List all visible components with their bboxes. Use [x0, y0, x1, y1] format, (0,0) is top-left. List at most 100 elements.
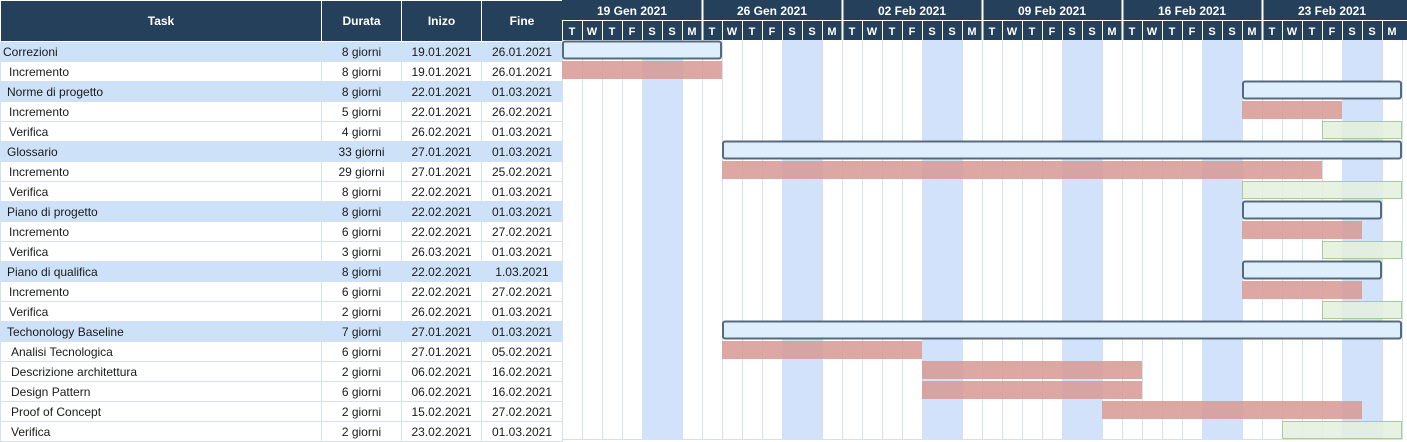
column-header-inizio[interactable]: Inizo: [401, 0, 482, 42]
day-letter: W: [1147, 26, 1158, 38]
task-name-cell: Proof of Concept: [0, 401, 322, 422]
day-letter: S: [808, 26, 815, 38]
task-group-row[interactable]: Correzioni 8 giorni 19.01.2021 26.01.2021: [0, 41, 563, 62]
task-inizio-cell: 23.02.2021: [401, 421, 482, 442]
day-letter: W: [587, 26, 598, 38]
task-group-row[interactable]: Piano di qualifica 8 giorni 22.02.2021 1.03…: [0, 261, 563, 282]
task-row[interactable]: Descrizione architettura 2 giorni 06.02.20…: [0, 361, 563, 382]
task-inizio-cell: 22.02.2021: [401, 221, 482, 242]
day-letter: F: [629, 26, 636, 38]
summary-bar: [1242, 200, 1382, 220]
task-fine-cell: 27.02.2021: [481, 401, 563, 422]
day-letter: S: [1348, 26, 1355, 38]
task-inizio-cell: 22.02.2021: [401, 181, 482, 202]
task-inizio-cell: 19.01.2021: [401, 61, 482, 82]
week-label: 16 Feb 2021: [1158, 4, 1226, 18]
week-label: 26 Gen 2021: [737, 4, 807, 18]
task-row[interactable]: Design Pattern 6 giorni 06.02.2021 16.02.20…: [0, 381, 563, 402]
day-letter: S: [648, 26, 655, 38]
task-group-row[interactable]: Glossario 33 giorni 27.01.2021 01.03.2021: [0, 141, 563, 162]
task-row[interactable]: Incremento 29 giorni 27.01.2021 25.02.2021: [0, 161, 563, 182]
task-fine-cell: 01.03.2021: [481, 181, 563, 202]
task-row[interactable]: Verifica 2 giorni 23.02.2021 01.03.2021: [0, 421, 563, 442]
task-group-row[interactable]: Piano di progetto 8 giorni 22.02.2021 01.03…: [0, 201, 563, 222]
task-name-cell: Correzioni: [0, 41, 322, 62]
task-table: Task Durata Inizo Fine Correzioni 8 giorn…: [0, 0, 563, 442]
task-group-row[interactable]: Techonology Baseline 7 giorni 27.01.2021 01…: [0, 321, 563, 342]
task-fine-cell: 01.03.2021: [481, 201, 563, 222]
task-durata-cell: 6 giorni: [321, 381, 402, 402]
task-name-cell: Norme di progetto: [0, 81, 322, 102]
task-name-cell: Incremento: [0, 61, 322, 82]
day-letter: T: [989, 26, 996, 38]
task-fine-cell: 05.02.2021: [481, 341, 563, 362]
day-letter: M: [687, 26, 696, 38]
task-row[interactable]: Verifica 3 giorni 26.03.2021 01.03.2021: [0, 241, 563, 262]
task-inizio-cell: 22.02.2021: [401, 201, 482, 222]
task-inizio-cell: 22.01.2021: [401, 81, 482, 102]
task-row[interactable]: Verifica 2 giorni 26.02.2021 01.03.2021: [0, 301, 563, 322]
task-row[interactable]: Verifica 4 giorni 26.02.2021 01.03.2021: [0, 121, 563, 142]
column-header-durata[interactable]: Durata: [321, 0, 402, 42]
weekend-column: [1342, 40, 1362, 440]
day-letter: T: [1129, 26, 1136, 38]
task-durata-cell: 29 giorni: [321, 161, 402, 182]
task-fine-cell: 01.03.2021: [481, 421, 563, 442]
column-header-task[interactable]: Task: [0, 0, 322, 42]
column-header-fine[interactable]: Fine: [481, 0, 563, 42]
task-group-row[interactable]: Norme di progetto 8 giorni 22.01.2021 01.03…: [0, 81, 563, 102]
summary-bar: [1242, 80, 1402, 100]
task-name-cell: Design Pattern: [0, 381, 322, 402]
task-fine-cell: 01.03.2021: [481, 321, 563, 342]
day-letter: T: [849, 26, 856, 38]
task-name-cell: Incremento: [0, 101, 322, 122]
week-label: 02 Feb 2021: [878, 4, 946, 18]
task-row[interactable]: Incremento 6 giorni 22.02.2021 27.02.2021: [0, 221, 563, 242]
summary-bar: [722, 140, 1402, 160]
day-letter: T: [1309, 26, 1316, 38]
task-durata-cell: 3 giorni: [321, 241, 402, 262]
week-label: 09 Feb 2021: [1018, 4, 1086, 18]
work-bar: [1102, 401, 1362, 419]
task-durata-cell: 6 giorni: [321, 341, 402, 362]
day-letter: W: [1287, 26, 1298, 38]
task-durata-cell: 6 giorni: [321, 281, 402, 302]
work-bar: [1242, 101, 1342, 119]
day-letter: S: [1228, 26, 1235, 38]
task-name-cell: Incremento: [0, 221, 322, 242]
task-table-header: Task Durata Inizo Fine: [0, 0, 563, 42]
day-letter: T: [609, 26, 616, 38]
task-fine-cell: 01.03.2021: [481, 301, 563, 322]
weekend-column: [1362, 40, 1382, 440]
task-row[interactable]: Incremento 5 giorni 22.01.2021 26.02.2021: [0, 101, 563, 122]
day-letter: T: [569, 26, 576, 38]
day-letter: W: [867, 26, 878, 38]
task-row[interactable]: Analisi Tecnologica 6 giorni 27.01.2021 05.…: [0, 341, 563, 362]
work-bar: [922, 361, 1142, 379]
day-letter: T: [749, 26, 756, 38]
weekend-column: [1062, 40, 1082, 440]
task-durata-cell: 2 giorni: [321, 301, 402, 322]
task-fine-cell: 25.02.2021: [481, 161, 563, 182]
task-inizio-cell: 19.01.2021: [401, 41, 482, 62]
task-durata-cell: 7 giorni: [321, 321, 402, 342]
task-inizio-cell: 22.01.2021: [401, 101, 482, 122]
task-durata-cell: 8 giorni: [321, 81, 402, 102]
task-row[interactable]: Incremento 8 giorni 19.01.2021 26.01.2021: [0, 61, 563, 82]
weekend-column: [782, 40, 802, 440]
task-name-cell: Glossario: [0, 141, 322, 162]
day-letter: T: [1169, 26, 1176, 38]
task-row[interactable]: Verifica 8 giorni 22.02.2021 01.03.2021: [0, 181, 563, 202]
summary-bar: [1242, 260, 1382, 280]
weekend-column: [1082, 40, 1102, 440]
weekend-column: [1222, 40, 1242, 440]
verify-bar: [1322, 301, 1402, 319]
task-inizio-cell: 26.02.2021: [401, 121, 482, 142]
task-row[interactable]: Proof of Concept 2 giorni 15.02.2021 27.02.…: [0, 401, 563, 422]
task-row[interactable]: Incremento 6 giorni 22.02.2021 27.02.2021: [0, 281, 563, 302]
task-name-cell: Techonology Baseline: [0, 321, 322, 342]
day-letter: M: [1387, 26, 1396, 38]
task-name-cell: Piano di qualifica: [0, 261, 322, 282]
task-durata-cell: 8 giorni: [321, 181, 402, 202]
task-fine-cell: 26.01.2021: [481, 61, 563, 82]
